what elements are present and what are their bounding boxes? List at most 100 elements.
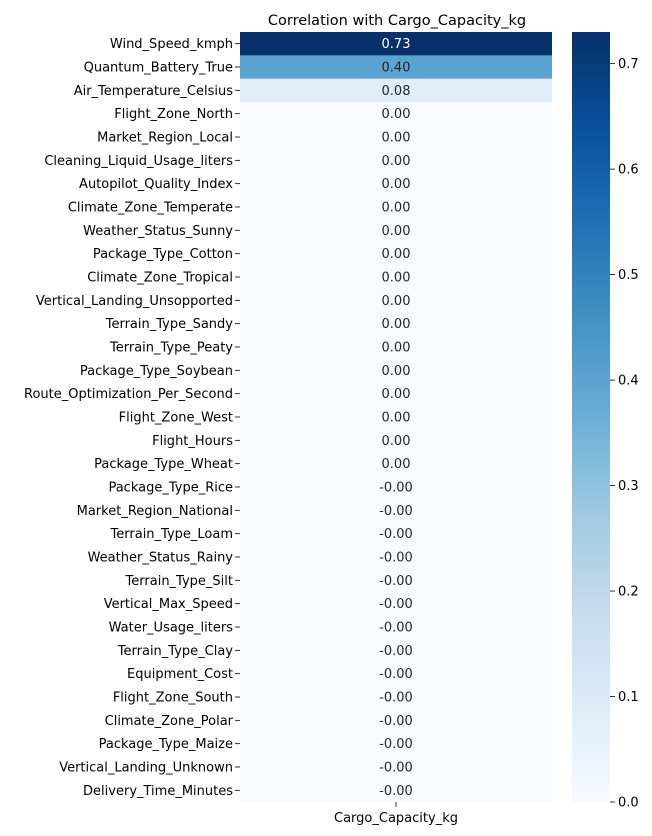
- cell-value-label: 0.00: [382, 201, 411, 216]
- row-label: Wind_Speed_kmph: [110, 37, 233, 52]
- row-label: Climate_Zone_Temperate: [68, 201, 233, 216]
- column-label: Cargo_Capacity_kg: [334, 811, 458, 826]
- heatmap-cell: [240, 685, 552, 709]
- heatmap-cell: [240, 662, 552, 686]
- row-label: Weather_Status_Rainy: [88, 551, 234, 566]
- row-label: Package_Type_Wheat: [94, 457, 233, 472]
- row-label: Vertical_Landing_Unknown: [59, 761, 233, 776]
- colorbar-tick-label: 0.1: [618, 690, 639, 705]
- heatmap-cell: [240, 195, 552, 219]
- cell-value-label: 0.08: [382, 84, 411, 99]
- cell-value-label: 0.73: [382, 37, 411, 52]
- heatmap-cell: [240, 172, 552, 196]
- cell-value-label: -0.00: [379, 597, 413, 612]
- heatmap-cell: [240, 522, 552, 546]
- row-label: Flight_Zone_West: [119, 411, 233, 426]
- cell-value-label: 0.00: [382, 131, 411, 146]
- heatmap-cell: [240, 452, 552, 476]
- cell-value-label: 0.00: [382, 154, 411, 169]
- cell-value-label: 0.40: [382, 61, 411, 76]
- cell-value-label: 0.00: [382, 341, 411, 356]
- heatmap-cell: [240, 218, 552, 243]
- row-label: Package_Type_Rice: [108, 481, 233, 496]
- cell-value-label: -0.00: [379, 551, 413, 566]
- heatmap-cell: [240, 55, 552, 79]
- cell-value-label: 0.00: [382, 364, 411, 379]
- row-label: Terrain_Type_Peaty: [109, 341, 233, 356]
- cell-value-label: 0.00: [382, 387, 411, 402]
- heatmap-cell: [240, 148, 552, 173]
- colorbar-tick-label: 0.6: [618, 163, 639, 178]
- colorbar-tick-label: 0.5: [618, 268, 639, 283]
- cell-value-label: -0.00: [379, 574, 413, 589]
- row-label: Terrain_Type_Sandy: [105, 317, 234, 332]
- heatmap-cell: [240, 32, 552, 56]
- row-label: Quantum_Battery_True: [84, 61, 233, 76]
- cell-value-label: 0.00: [382, 107, 411, 122]
- heatmap-cell: [240, 335, 552, 359]
- heatmap-cell: [240, 288, 552, 313]
- row-label: Vertical_Landing_Unsopported: [36, 294, 233, 309]
- heatmap-cell: [240, 312, 552, 336]
- row-label: Terrain_Type_Loam: [110, 527, 233, 542]
- row-label: Market_Region_Local: [97, 131, 233, 146]
- heatmap-cell: [240, 382, 552, 406]
- heatmap-cell: [240, 778, 552, 803]
- heatmap-cell: [240, 638, 552, 663]
- colorbar-tick-label: 0.7: [618, 57, 639, 72]
- chart-title: Correlation with Cargo_Capacity_kg: [268, 13, 526, 29]
- heatmap-cell: [240, 242, 552, 266]
- colorbar-tick-label: 0.0: [618, 796, 639, 811]
- row-label: Cleaning_Liquid_Usage_liters: [44, 154, 233, 169]
- colorbar-gradient: [572, 32, 610, 802]
- heatmap-cell: [240, 545, 552, 569]
- cell-value-label: 0.00: [382, 434, 411, 449]
- cell-value-label: -0.00: [379, 527, 413, 542]
- heatmap-cell: [240, 732, 552, 756]
- row-label: Air_Temperature_Celsius: [74, 84, 234, 99]
- row-label: Package_Type_Soybean: [80, 364, 233, 379]
- row-labels: Wind_Speed_kmph Quantum_Battery_True Air_T…: [24, 37, 240, 799]
- heatmap-cell: [240, 708, 552, 733]
- row-label: Climate_Zone_Tropical: [87, 271, 233, 286]
- row-label: Flight_Zone_North: [114, 107, 233, 122]
- heatmap-cell: [240, 405, 552, 429]
- cell-value-label: 0.00: [382, 457, 411, 472]
- cell-value-label: -0.00: [379, 691, 413, 706]
- heatmap-cell: [240, 125, 552, 149]
- cell-value-label: -0.00: [379, 621, 413, 636]
- row-label: Package_Type_Cotton: [93, 247, 233, 262]
- heatmap-cell: [240, 78, 552, 103]
- heatmap-cell: [240, 755, 552, 779]
- heatmap-cell: [240, 102, 552, 126]
- cell-value-label: 0.00: [382, 294, 411, 309]
- heatmap-cell: [240, 358, 552, 383]
- heatmap-cell: [240, 568, 552, 593]
- row-label: Flight_Zone_South: [113, 691, 233, 706]
- cell-value-label: -0.00: [379, 504, 413, 519]
- row-label: Package_Type_Maize: [99, 737, 233, 752]
- cell-value-label: 0.00: [382, 224, 411, 239]
- cell-value-label: -0.00: [379, 667, 413, 682]
- cell-value-label: -0.00: [379, 761, 413, 776]
- cell-value-label: -0.00: [379, 737, 413, 752]
- heatmap-cell: [240, 475, 552, 499]
- row-label: Equipment_Cost: [127, 667, 233, 682]
- row-label: Autopilot_Quality_Index: [79, 177, 233, 192]
- row-label: Market_Region_National: [77, 504, 233, 519]
- cell-value-label: 0.00: [382, 317, 411, 332]
- colorbar-tick-label: 0.2: [618, 585, 639, 600]
- cell-value-label: -0.00: [379, 714, 413, 729]
- row-label: Terrain_Type_Silt: [125, 574, 233, 589]
- row-label: Water_Usage_liters: [109, 621, 234, 636]
- cell-value-label: 0.00: [382, 177, 411, 192]
- cell-value-label: 0.00: [382, 271, 411, 286]
- column-labels: Cargo_Capacity_kg: [334, 802, 458, 826]
- cell-value-label: -0.00: [379, 644, 413, 659]
- heatmap-cells: 0.73 0.40 0.08 0.00 0.00 0.00 0.00 0.00 0.00 0.00…: [240, 32, 552, 803]
- colorbar: 0.0 0.1 0.2 0.3 0.4 0.5 0.6 0.7: [572, 32, 639, 811]
- cell-value-label: 0.00: [382, 411, 411, 426]
- row-label: Vertical_Max_Speed: [104, 597, 233, 612]
- heatmap-cell: [240, 498, 552, 523]
